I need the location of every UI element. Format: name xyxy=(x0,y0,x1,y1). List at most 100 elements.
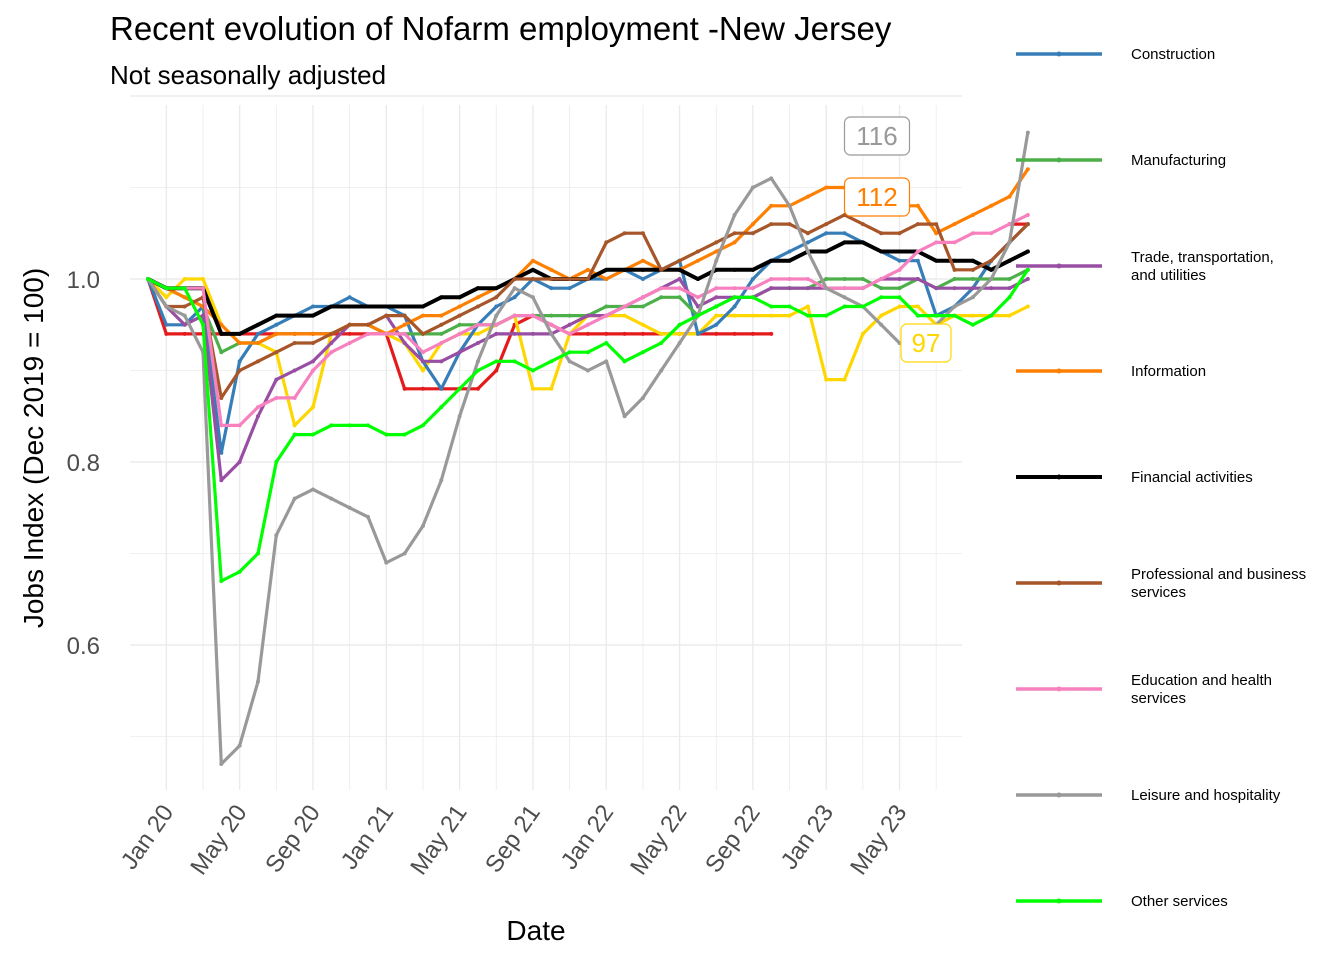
series-line-financial-activities-point xyxy=(475,286,480,291)
legend-label: and utilities xyxy=(1131,267,1206,284)
x-axis-title: Date xyxy=(506,915,565,946)
series-line-other-services-point xyxy=(329,423,334,428)
series-line-other-services-point xyxy=(420,423,425,428)
chart-title: Recent evolution of Nofarm employment -N… xyxy=(110,10,892,47)
x-tick-label: Sep 21 xyxy=(480,800,546,878)
series-line-trade-transportation-and-utilities-point xyxy=(714,295,719,300)
chart-subtitle: Not seasonally adjusted xyxy=(110,60,386,90)
end-label-box xyxy=(843,116,911,156)
series-line-trade-transportation-and-utilities-point xyxy=(274,377,279,382)
legend-swatch-point xyxy=(1056,51,1062,57)
series-line-trade-transportation-and-utilities-point xyxy=(677,277,682,281)
series-line-construction-point xyxy=(567,286,572,291)
series-extra-1-point xyxy=(164,295,169,300)
series-line-trade-transportation-and-utilities-point xyxy=(915,277,920,281)
x-tick-label: Sep 22 xyxy=(700,800,766,878)
legend-label: Information xyxy=(1131,363,1206,380)
series-extra-0-point xyxy=(475,386,480,391)
legend-swatch-point xyxy=(1056,263,1062,269)
series-line-other-services-point xyxy=(402,432,407,437)
series-line-other-services-point xyxy=(585,350,590,355)
series-line-manufacturing-point xyxy=(970,277,975,281)
y-axis-ticks: 0.6 0.8 1.0 xyxy=(67,267,100,660)
series-line-financial-activities-point xyxy=(842,240,847,245)
series-line-other-services-point xyxy=(750,295,755,300)
series-line-financial-activities-point xyxy=(420,304,425,309)
series-line-professional-and-business-services-point xyxy=(494,295,499,300)
series-line-education-and-health-services-point xyxy=(439,341,444,346)
series-line-information-point xyxy=(952,222,957,227)
series-line-education-and-health-services-point xyxy=(512,313,517,318)
series-line-education-and-health-services-point xyxy=(952,240,957,245)
series-line-manufacturing-point xyxy=(952,277,957,281)
grid xyxy=(130,95,962,790)
series-line-other-services-point xyxy=(842,304,847,309)
legend-item: Information xyxy=(1016,363,1206,380)
series-line-trade-transportation-and-utilities-point xyxy=(494,331,499,336)
series-line-manufacturing-point xyxy=(604,304,609,309)
series-extra-1-point xyxy=(805,304,810,309)
series-line-professional-and-business-services-point xyxy=(457,313,462,318)
series-extra-0-point xyxy=(640,331,645,336)
series-line-professional-and-business-services-point xyxy=(439,322,444,327)
series-line-professional-and-business-services-point xyxy=(787,222,792,227)
legend-label: Financial activities xyxy=(1131,469,1253,486)
series-line-professional-and-business-services-point xyxy=(567,277,572,281)
series-line-leisure-and-hospitality-point xyxy=(329,496,334,501)
legend-label: services xyxy=(1131,690,1186,707)
series-line-leisure-and-hospitality-point xyxy=(989,277,994,281)
series-line-information-point xyxy=(219,322,224,327)
series-extra-1-point xyxy=(475,331,480,336)
series-line-professional-and-business-services-point xyxy=(402,313,407,318)
x-tick-label: Jan 20 xyxy=(116,800,179,875)
series-line-manufacturing-point xyxy=(549,313,554,318)
series-line-professional-and-business-services-point xyxy=(475,304,480,309)
series-line-professional-and-business-services-point xyxy=(695,249,700,254)
series-extra-1-point xyxy=(915,304,920,309)
series-line-education-and-health-services-point xyxy=(494,322,499,327)
series-line-financial-activities-point xyxy=(640,267,645,272)
series-line-professional-and-business-services-point xyxy=(915,222,920,227)
series-line-financial-activities-point xyxy=(530,267,535,272)
series-line-professional-and-business-services-point xyxy=(970,267,975,272)
series-line-professional-and-business-services-point xyxy=(952,267,957,272)
series-line-leisure-and-hospitality-point xyxy=(475,359,480,364)
series-line-information-point xyxy=(549,267,554,272)
series-extra-0-point xyxy=(750,331,755,336)
series-line-information-point xyxy=(970,212,975,217)
series-line-leisure-and-hospitality-point xyxy=(677,341,682,346)
series-line-education-and-health-services-point xyxy=(879,277,884,281)
series-line-information-point xyxy=(750,222,755,227)
series-extra-1-point xyxy=(750,313,755,318)
series-line-leisure-and-hospitality-point xyxy=(274,533,279,538)
series-line-construction-point xyxy=(274,322,279,327)
series-line-construction-point xyxy=(824,231,829,236)
y-tick-label: 0.6 xyxy=(67,633,100,660)
series-line-leisure-and-hospitality-point xyxy=(769,176,774,181)
series-line-education-and-health-services-point xyxy=(457,331,462,336)
series-line-other-services-point xyxy=(714,304,719,309)
series-line-construction-point xyxy=(750,277,755,281)
series-line-financial-activities-point xyxy=(237,331,242,336)
series-line-construction-point xyxy=(787,249,792,254)
series-line-other-services-point xyxy=(164,286,169,291)
series-line-information-point xyxy=(310,331,315,336)
series-line-other-services-point xyxy=(200,322,205,327)
series-line-education-and-health-services-point xyxy=(1007,222,1012,227)
series-line-other-services-point xyxy=(659,341,664,346)
y-tick-label: 1.0 xyxy=(67,267,100,294)
series-line-financial-activities-point xyxy=(824,249,829,254)
series-line-manufacturing-point xyxy=(824,277,829,281)
series-line-education-and-health-services-point xyxy=(934,240,939,245)
legend-swatch-point xyxy=(1056,580,1062,586)
series-line-trade-transportation-and-utilities-point xyxy=(585,313,590,318)
series-line-education-and-health-services-point xyxy=(860,286,865,291)
series-line-financial-activities-point xyxy=(769,258,774,263)
series-line-other-services-point xyxy=(805,313,810,318)
series-line-education-and-health-services-point xyxy=(530,313,535,318)
series-line-information-point xyxy=(457,304,462,309)
series-extra-0-point xyxy=(402,386,407,391)
series-line-financial-activities-point xyxy=(934,258,939,263)
